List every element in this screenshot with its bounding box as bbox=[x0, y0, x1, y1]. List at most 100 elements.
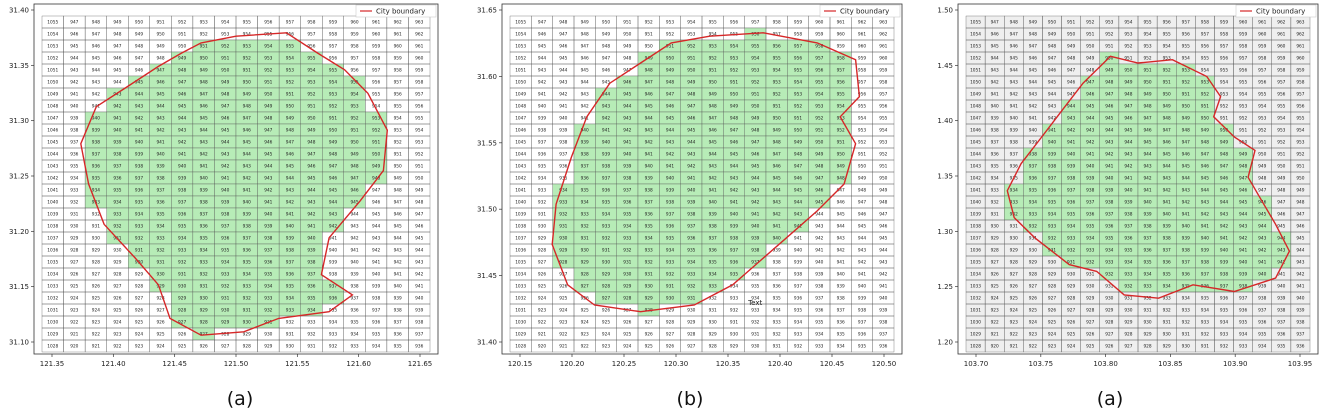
cell-index-label: 945 bbox=[135, 80, 143, 86]
cell-index-label: 956 bbox=[1258, 80, 1266, 86]
cell-index-label: 937 bbox=[1163, 248, 1171, 254]
cell-index-label: 926 bbox=[70, 272, 78, 278]
cell-index-label: 945 bbox=[1296, 236, 1304, 242]
cell-index-label: 1046 bbox=[515, 128, 526, 134]
cell-index-label: 952 bbox=[794, 104, 802, 110]
cell-index-label: 935 bbox=[666, 236, 674, 242]
y-tick-label: 31.55 bbox=[477, 139, 497, 147]
cell-index-label: 952 bbox=[709, 56, 717, 62]
cell-index-label: 952 bbox=[307, 92, 315, 98]
cell-index-label: 930 bbox=[156, 272, 164, 278]
cell-index-label: 939 bbox=[751, 236, 759, 242]
cell-index-label: 944 bbox=[286, 176, 294, 182]
cell-index-label: 949 bbox=[687, 80, 695, 86]
cell-index-label: 946 bbox=[221, 116, 229, 122]
y-tick-label: 31.50 bbox=[477, 206, 497, 214]
cell-index-label: 940 bbox=[602, 140, 610, 146]
cell-index-label: 944 bbox=[1163, 164, 1171, 170]
cell-index-label: 956 bbox=[837, 80, 845, 86]
cell-index-label: 936 bbox=[837, 320, 845, 326]
cell-index-label: 1045 bbox=[515, 140, 526, 146]
cell-index-label: 923 bbox=[1010, 320, 1018, 326]
cell-index-label: 935 bbox=[581, 188, 589, 194]
cell-index-label: 1050 bbox=[970, 80, 981, 86]
cell-index-label: 959 bbox=[794, 20, 802, 26]
cell-index-label: 947 bbox=[1182, 140, 1190, 146]
cell-index-label: 925 bbox=[559, 296, 567, 302]
cell-index-label: 943 bbox=[751, 188, 759, 194]
cell-index-label: 949 bbox=[415, 188, 423, 194]
cell-index-label: 935 bbox=[1029, 188, 1037, 194]
cell-index-label: 933 bbox=[178, 248, 186, 254]
cell-index-label: 956 bbox=[350, 68, 358, 74]
cell-index-label: 938 bbox=[1277, 308, 1285, 314]
cell-index-label: 948 bbox=[1277, 188, 1285, 194]
cell-index-label: 954 bbox=[879, 128, 887, 134]
cell-index-label: 947 bbox=[751, 140, 759, 146]
cell-index-label: 947 bbox=[1105, 92, 1113, 98]
cell-index-label: 949 bbox=[243, 92, 251, 98]
cell-index-label: 954 bbox=[1258, 104, 1266, 110]
cell-index-label: 944 bbox=[879, 248, 887, 254]
cell-index-label: 933 bbox=[200, 260, 208, 266]
cell-index-label: 932 bbox=[200, 272, 208, 278]
cell-index-label: 948 bbox=[559, 20, 567, 26]
cell-index-label: 955 bbox=[815, 80, 823, 86]
cell-index-label: 943 bbox=[1086, 128, 1094, 134]
cell-index-label: 940 bbox=[1296, 296, 1304, 302]
cell-index-label: 948 bbox=[602, 44, 610, 50]
cell-index-label: 930 bbox=[243, 320, 251, 326]
cell-index-label: 927 bbox=[581, 284, 589, 290]
cell-index-label: 946 bbox=[602, 68, 610, 74]
cell-index-label: 947 bbox=[559, 32, 567, 38]
cell-index-label: 929 bbox=[264, 344, 272, 350]
cell-index-label: 950 bbox=[837, 152, 845, 158]
cell-index-label: 948 bbox=[730, 116, 738, 122]
cell-index-label: 940 bbox=[709, 200, 717, 206]
cell-index-label: 945 bbox=[1258, 212, 1266, 218]
cell-index-label: 938 bbox=[113, 152, 121, 158]
cell-index-label: 952 bbox=[645, 20, 653, 26]
cell-index-label: 944 bbox=[1010, 68, 1018, 74]
cell-index-label: 944 bbox=[1143, 152, 1151, 158]
grid-cells: 1055 947 948 949 950 951 952 953 954 955 956 957 958… bbox=[41, 15, 431, 353]
cell-index-label: 940 bbox=[307, 236, 315, 242]
cell-index-label: 926 bbox=[581, 296, 589, 302]
cell-index-label: 952 bbox=[1220, 104, 1228, 110]
cell-index-label: 942 bbox=[1105, 152, 1113, 158]
cell-index-label: 946 bbox=[538, 32, 546, 38]
cell-index-label: 939 bbox=[156, 164, 164, 170]
cell-index-label: 937 bbox=[243, 236, 251, 242]
cell-index-label: 936 bbox=[559, 164, 567, 170]
cell-index-label: 1053 bbox=[970, 44, 981, 50]
cell-index-label: 956 bbox=[815, 68, 823, 74]
cell-index-label: 946 bbox=[1277, 212, 1285, 218]
cell-index-label: 951 bbox=[1163, 80, 1171, 86]
cell-index-label: 939 bbox=[602, 152, 610, 158]
cell-index-label: 955 bbox=[415, 116, 423, 122]
cell-index-label: 955 bbox=[394, 104, 402, 110]
cell-index-label: 933 bbox=[1048, 224, 1056, 230]
y-tick-label: 31.15 bbox=[9, 283, 29, 291]
cell-index-label: 928 bbox=[709, 344, 717, 350]
cell-index-label: 949 bbox=[709, 92, 717, 98]
cell-index-label: 937 bbox=[1124, 224, 1132, 230]
cell-index-label: 929 bbox=[221, 320, 229, 326]
cell-index-label: 937 bbox=[773, 272, 781, 278]
cell-index-label: 940 bbox=[1143, 200, 1151, 206]
cell-index-label: 941 bbox=[751, 212, 759, 218]
cell-index-label: 930 bbox=[1067, 272, 1075, 278]
cell-index-label: 946 bbox=[709, 128, 717, 134]
cell-index-label: 933 bbox=[1067, 236, 1075, 242]
cell-index-label: 956 bbox=[751, 32, 759, 38]
cell-index-label: 941 bbox=[264, 200, 272, 206]
cell-index-label: 937 bbox=[1048, 176, 1056, 182]
cell-index-label: 958 bbox=[1201, 20, 1209, 26]
cell-index-label: 936 bbox=[858, 332, 866, 338]
cell-index-label: 953 bbox=[329, 92, 337, 98]
cell-index-label: 1030 bbox=[47, 320, 58, 326]
cell-index-label: 940 bbox=[1258, 272, 1266, 278]
y-tick-label: 1.50 bbox=[937, 7, 953, 15]
cell-index-label: 944 bbox=[1029, 80, 1037, 86]
cell-index-label: 931 bbox=[730, 320, 738, 326]
